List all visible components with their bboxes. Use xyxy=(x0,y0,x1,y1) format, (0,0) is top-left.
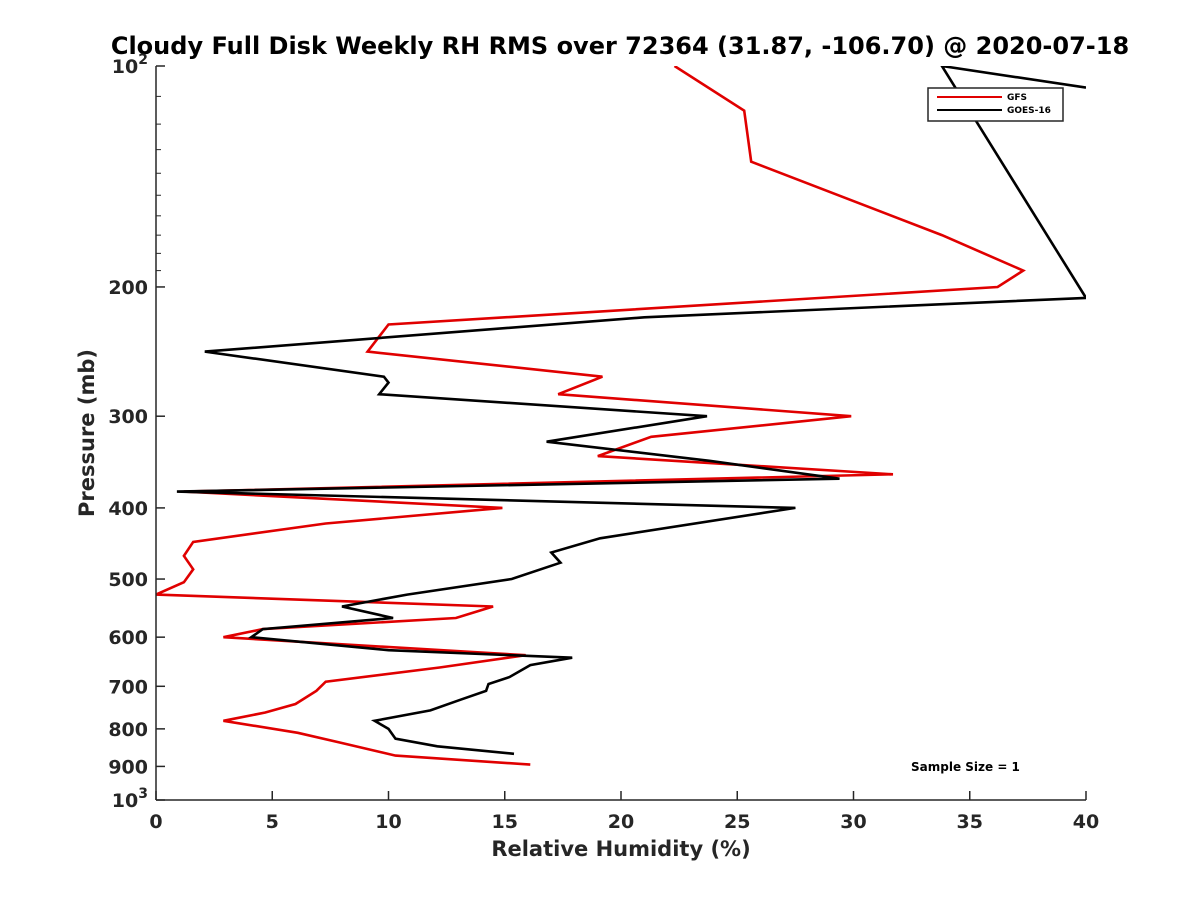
y-tick-label: 300 xyxy=(108,406,148,428)
y-tick-label: 102 xyxy=(112,52,148,78)
legend-label-gfs: GFS xyxy=(1007,93,1027,103)
x-tick-label: 40 xyxy=(1073,811,1099,833)
series-line-gfs xyxy=(156,66,1026,766)
chart-title: Cloudy Full Disk Weekly RH RMS over 7236… xyxy=(111,32,1129,60)
y-tick-label: 400 xyxy=(108,498,148,520)
y-tick-label: 900 xyxy=(108,756,148,778)
series-line-goes16 xyxy=(176,66,1086,756)
legend-label-goes16: GOES-16 xyxy=(1007,106,1051,116)
y-tick-label: 200 xyxy=(108,277,148,299)
y-tick-label: 600 xyxy=(108,627,148,649)
x-tick-label: 15 xyxy=(492,811,518,833)
x-axis-label: Relative Humidity (%) xyxy=(491,837,750,861)
y-tick-label: 800 xyxy=(108,719,148,741)
legend-box xyxy=(927,87,1064,122)
y-tick-label: 103 xyxy=(112,786,148,812)
y-tick-label: 500 xyxy=(108,569,148,591)
series-layer xyxy=(156,66,1086,766)
x-tick-label: 25 xyxy=(724,811,750,833)
y-axis-label: Pressure (mb) xyxy=(75,349,99,517)
x-tick-label: 0 xyxy=(149,811,162,833)
x-tick-label: 20 xyxy=(608,811,634,833)
legend: GFS GOES-16 xyxy=(927,87,1064,122)
x-tick-label: 5 xyxy=(266,811,279,833)
x-ticks: 0 5 10 15 20 25 30 35 40 xyxy=(149,791,1099,833)
y-ticks: 102 200 300 400 500 600 700 800 900 103 xyxy=(108,52,165,812)
y-tick-label: 700 xyxy=(108,676,148,698)
x-tick-label: 35 xyxy=(957,811,983,833)
x-tick-label: 10 xyxy=(375,811,401,833)
axes xyxy=(155,66,1086,801)
sample-size-annotation: Sample Size = 1 xyxy=(911,760,1020,774)
x-tick-label: 30 xyxy=(840,811,866,833)
